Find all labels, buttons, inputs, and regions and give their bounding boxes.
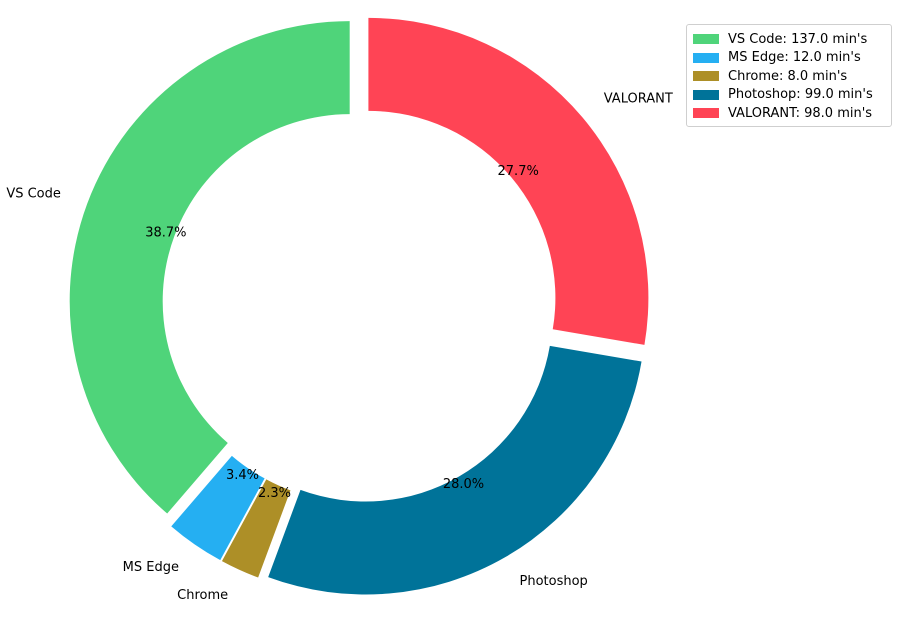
legend-item-ms-edge: MS Edge: 12.0 min's <box>693 49 885 68</box>
legend-swatch <box>693 89 719 100</box>
category-label-chrome: Chrome <box>177 588 228 603</box>
legend-label: Photoshop: 99.0 min's <box>728 87 873 103</box>
percent-label-valorant: 27.7% <box>498 164 539 179</box>
legend-label: VS Code: 137.0 min's <box>728 31 868 47</box>
legend-label: Chrome: 8.0 min's <box>728 68 848 84</box>
category-label-ms-edge: MS Edge <box>123 560 179 575</box>
legend-item-chrome: Chrome: 8.0 min's <box>693 67 885 86</box>
category-label-photoshop: Photoshop <box>520 574 588 589</box>
labels-group: VS Code 38.7% MS Edge 3.4% Chrome 2.3% Photosh… <box>6 92 673 603</box>
slice-vs-code <box>69 21 350 514</box>
legend-item-vs-code: VS Code: 137.0 min's <box>693 30 885 49</box>
slice-chrome <box>221 479 291 578</box>
legend-label: VALORANT: 98.0 min's <box>728 105 873 121</box>
slice-ms-edge <box>171 455 265 561</box>
chart-legend: VS Code: 137.0 min's MS Edge: 12.0 min's C… <box>686 24 892 127</box>
legend-swatch <box>693 52 719 63</box>
percent-label-photoshop: 28.0% <box>443 477 484 492</box>
legend-item-photoshop: Photoshop: 99.0 min's <box>693 86 885 105</box>
legend-swatch <box>693 108 719 119</box>
legend-item-valorant: VALORANT: 98.0 min's <box>693 104 885 123</box>
legend-label: MS Edge: 12.0 min's <box>728 50 861 66</box>
legend-swatch <box>693 34 719 45</box>
slice-photoshop <box>268 345 642 595</box>
slice-valorant <box>368 17 649 345</box>
percent-label-chrome: 2.3% <box>258 486 291 501</box>
legend-swatch <box>693 71 719 82</box>
percent-label-vs-code: 38.7% <box>145 226 186 241</box>
percent-label-ms-edge: 3.4% <box>226 468 259 483</box>
category-label-vs-code: VS Code <box>6 187 61 202</box>
slices-group <box>69 17 649 595</box>
category-label-valorant: VALORANT <box>604 92 673 107</box>
